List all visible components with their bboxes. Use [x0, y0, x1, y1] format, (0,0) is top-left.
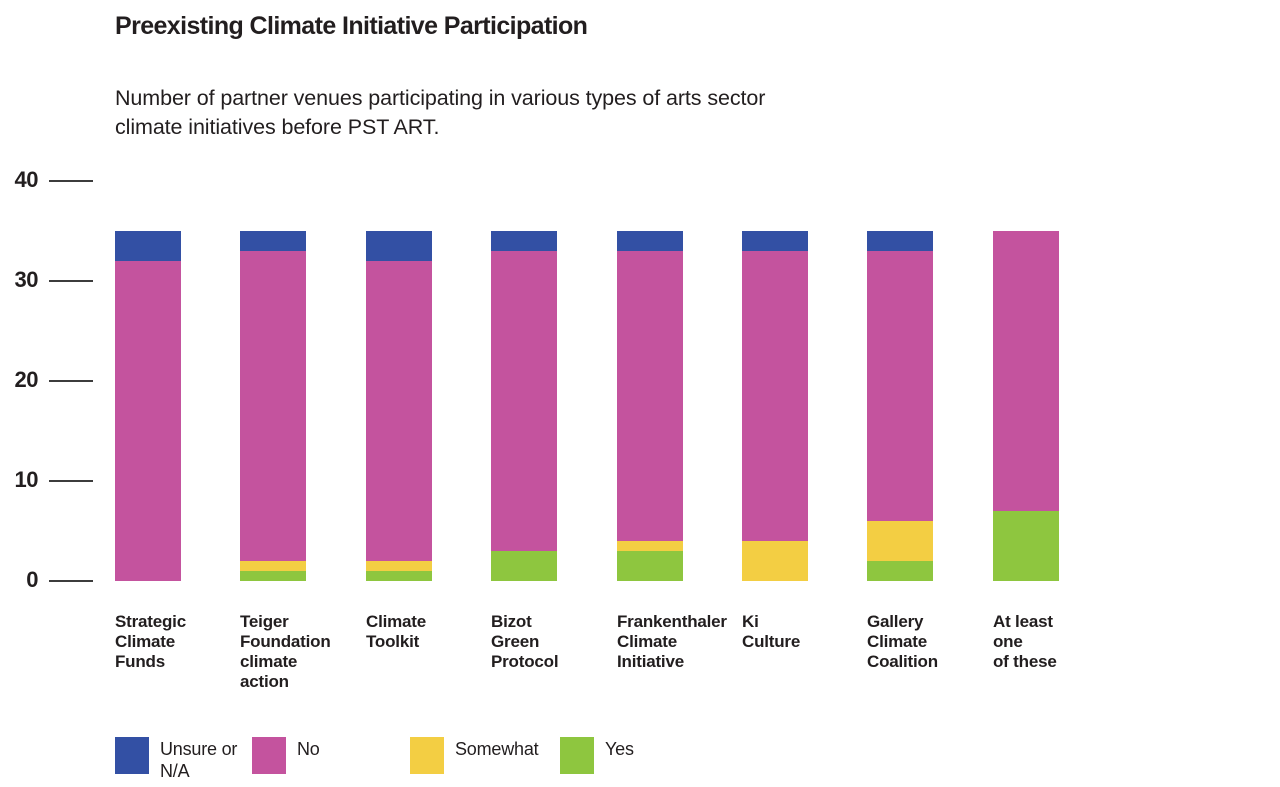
y-tick-mark — [49, 280, 93, 282]
category-label-ki-culture: Ki Culture — [742, 612, 800, 652]
segment-unsure-or-n-a — [867, 231, 933, 251]
category-label-at-least-one-of-these: At least one of these — [993, 612, 1057, 672]
category-label-strategic-climate-funds: Strategic Climate Funds — [115, 612, 186, 672]
category-label-line: Strategic — [115, 612, 186, 631]
category-label-line: climate — [240, 652, 298, 671]
y-tick-label: 10 — [14, 466, 39, 492]
segment-yes — [867, 561, 933, 581]
category-label-line: one — [993, 632, 1023, 651]
bar-strategic-climate-funds — [115, 231, 181, 581]
category-label-line: Culture — [742, 632, 801, 651]
y-tick-label: 20 — [14, 366, 39, 392]
y-tick-mark — [49, 480, 93, 482]
segment-unsure-or-n-a — [491, 231, 557, 251]
segment-unsure-or-n-a — [742, 231, 808, 251]
category-label-line: Initiative — [617, 652, 684, 671]
segment-unsure-or-n-a — [115, 231, 181, 261]
legend-label: Yes — [605, 739, 634, 759]
category-label-line: Protocol — [491, 652, 559, 671]
category-label-line: Bizot — [491, 612, 532, 631]
category-label-bizot-green-protocol: Bizot Green Protocol — [491, 612, 559, 672]
segment-yes — [993, 511, 1059, 581]
legend-label: Somewhat — [455, 739, 539, 759]
category-label-line: of these — [993, 652, 1057, 671]
legend-swatch-somewhat — [410, 737, 444, 774]
y-tick-mark — [49, 180, 93, 182]
y-tick-label: 40 — [14, 166, 39, 192]
segment-unsure-or-n-a — [366, 231, 432, 261]
segment-yes — [491, 551, 557, 581]
category-label-line: Climate — [617, 632, 678, 651]
legend-swatch-no — [252, 737, 286, 774]
segment-somewhat — [617, 541, 683, 551]
segment-no — [366, 261, 432, 561]
y-tick-mark — [49, 580, 93, 582]
segment-unsure-or-n-a — [240, 231, 306, 251]
segment-somewhat — [366, 561, 432, 571]
segment-no — [617, 251, 683, 541]
segment-no — [742, 251, 808, 541]
segment-no — [993, 231, 1059, 511]
bar-frankenthaler-climate-initiative — [617, 231, 683, 581]
category-label-line: Frankenthaler — [617, 612, 727, 631]
category-label-line: At least — [993, 612, 1053, 631]
legend-swatch-unsure-or-n-a — [115, 737, 149, 774]
y-tick-label: 0 — [26, 566, 38, 592]
segment-no — [240, 251, 306, 561]
segment-yes — [240, 571, 306, 581]
category-label-line: Ki — [742, 612, 759, 631]
category-label-line: Climate — [867, 632, 928, 651]
category-label-line: Funds — [115, 652, 165, 671]
bar-gallery-climate-coalition — [867, 231, 933, 581]
segment-unsure-or-n-a — [617, 231, 683, 251]
chart-subtitle: Number of partner venues participating i… — [115, 86, 766, 139]
legend-label: Unsure or N/A — [160, 739, 238, 781]
bar-bizot-green-protocol — [491, 231, 557, 581]
category-label-frankenthaler-climate-initiative: Frankenthaler Climate Initiative — [617, 612, 727, 672]
legend-label: No — [297, 739, 320, 759]
segment-somewhat — [240, 561, 306, 571]
category-label-line: Green — [491, 632, 540, 651]
segment-somewhat — [742, 541, 808, 581]
category-label-gallery-climate-coalition: Gallery Climate Coalition — [867, 612, 938, 672]
category-label-line: Toolkit — [366, 632, 420, 651]
category-label-line: Climate — [366, 612, 427, 631]
segment-yes — [366, 571, 432, 581]
segment-no — [491, 251, 557, 551]
category-label-line: Gallery — [867, 612, 924, 631]
category-label-climate-toolkit: Climate Toolkit — [366, 612, 426, 652]
category-label-line: Climate — [115, 632, 176, 651]
bar-climate-toolkit — [366, 231, 432, 581]
category-label-line: action — [240, 672, 289, 691]
y-tick-mark — [49, 380, 93, 382]
bar-at-least-one-of-these — [993, 231, 1059, 581]
segment-yes — [617, 551, 683, 581]
segment-no — [867, 251, 933, 521]
legend-swatch-yes — [560, 737, 594, 774]
category-label-line: Teiger — [240, 612, 289, 631]
bar-teiger-foundation-climate-action — [240, 231, 306, 581]
category-label-teiger-foundation-climate-action: Teiger Foundation climate action — [240, 612, 331, 692]
bar-ki-culture — [742, 231, 808, 581]
segment-somewhat — [867, 521, 933, 561]
y-tick-label: 30 — [14, 266, 39, 292]
category-label-line: Foundation — [240, 632, 331, 651]
segment-no — [115, 261, 181, 581]
category-label-line: Coalition — [867, 652, 938, 671]
chart-title: Preexisting Climate Initiative Participa… — [115, 12, 588, 40]
